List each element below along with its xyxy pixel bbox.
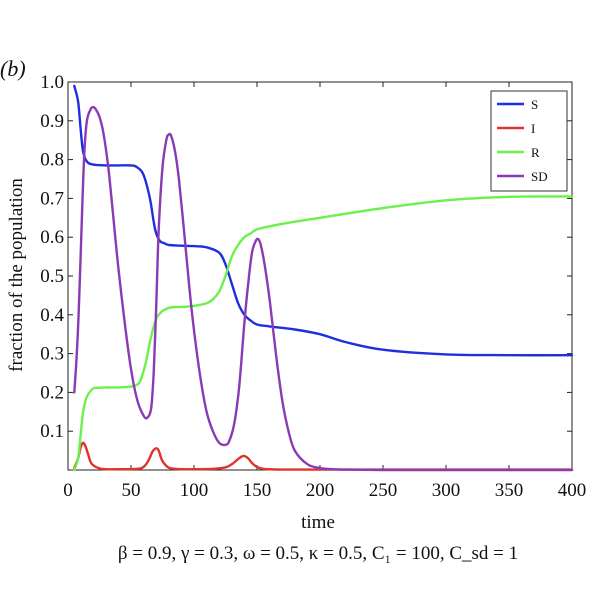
legend-label: SD [531,169,548,184]
y-tick-label: 0.8 [40,150,64,171]
series-line-s [73,84,574,357]
x-axis-title: time [301,512,335,533]
series-line-r [73,195,574,472]
legend-label: I [531,121,535,136]
y-axis-title: fraction of the population [6,178,27,372]
x-tick-label: 150 [243,480,272,501]
panel-label: (b) [0,56,26,81]
legend-label: S [531,97,538,112]
y-tick-label: 0.3 [40,344,64,365]
y-axis: 0.1 0.2 0.3 0.4 0.5 0.6 0.7 0.8 0.9 1.0 [40,72,572,442]
x-tick-label: 350 [495,480,524,501]
y-tick-label: 0.4 [40,305,64,326]
x-tick-label: 100 [180,480,209,501]
y-tick-label: 0.6 [40,227,64,248]
parameter-caption: β = 0.9, γ = 0.3, ω = 0.5, κ = 0.5, C₁ =… [118,543,518,564]
y-tick-label: 0.7 [40,188,64,209]
x-tick-label: 250 [369,480,398,501]
legend-box [490,90,568,192]
series-line-sd [73,105,574,472]
x-axis: 0 50 100 150 200 250 300 350 400 [63,82,586,501]
y-tick-label: 0.1 [40,421,64,442]
legend: SIR SD [490,90,568,192]
y-tick-label: 0.5 [40,266,64,287]
series-lines [73,84,574,472]
x-tick-label: 200 [306,480,335,501]
y-tick-label: 1.0 [40,72,64,93]
series-line-i [73,441,574,471]
x-tick-label: 300 [432,480,461,501]
legend-label: R [531,145,540,160]
x-tick-label: 400 [558,480,587,501]
y-tick-label: 0.9 [40,111,64,132]
x-tick-label: 0 [63,480,73,501]
y-tick-label: 0.2 [40,382,64,403]
x-tick-label: 50 [122,480,141,501]
